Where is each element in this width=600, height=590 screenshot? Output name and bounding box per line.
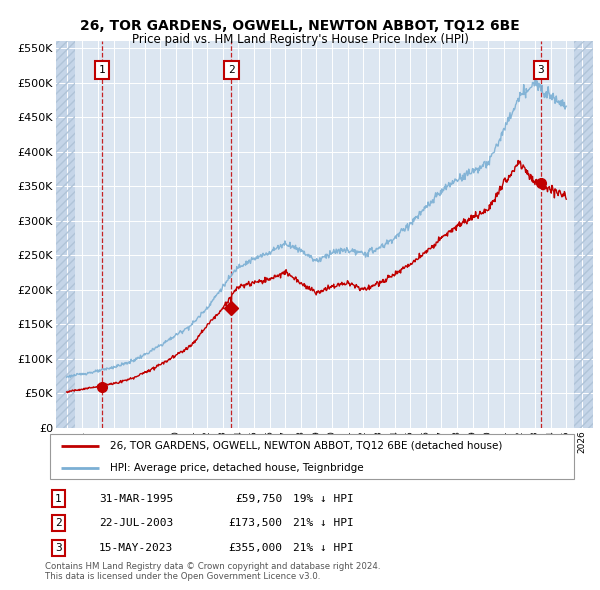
Text: 3: 3 (55, 543, 62, 553)
Text: 3: 3 (538, 65, 544, 76)
Text: £59,750: £59,750 (235, 494, 283, 503)
Text: HPI: Average price, detached house, Teignbridge: HPI: Average price, detached house, Teig… (110, 463, 364, 473)
Text: 21% ↓ HPI: 21% ↓ HPI (293, 543, 354, 553)
Text: 19% ↓ HPI: 19% ↓ HPI (293, 494, 354, 503)
FancyBboxPatch shape (50, 434, 574, 479)
Text: 26, TOR GARDENS, OGWELL, NEWTON ABBOT, TQ12 6BE: 26, TOR GARDENS, OGWELL, NEWTON ABBOT, T… (80, 19, 520, 33)
Bar (574, 41, 593, 428)
Bar (56, 41, 74, 428)
Text: This data is licensed under the Open Government Licence v3.0.: This data is licensed under the Open Gov… (45, 572, 320, 581)
Text: £173,500: £173,500 (229, 518, 283, 528)
Text: 21% ↓ HPI: 21% ↓ HPI (293, 518, 354, 528)
Text: Price paid vs. HM Land Registry's House Price Index (HPI): Price paid vs. HM Land Registry's House … (131, 33, 469, 46)
Text: 1: 1 (55, 494, 62, 503)
Text: £355,000: £355,000 (229, 543, 283, 553)
Text: 22-JUL-2003: 22-JUL-2003 (99, 518, 173, 528)
Text: 2: 2 (228, 65, 235, 76)
Text: 15-MAY-2023: 15-MAY-2023 (99, 543, 173, 553)
Text: 2: 2 (55, 518, 62, 528)
Text: 1: 1 (98, 65, 105, 76)
Text: 31-MAR-1995: 31-MAR-1995 (99, 494, 173, 503)
Bar (56, 41, 74, 428)
Bar (574, 41, 593, 428)
Text: 26, TOR GARDENS, OGWELL, NEWTON ABBOT, TQ12 6BE (detached house): 26, TOR GARDENS, OGWELL, NEWTON ABBOT, T… (110, 441, 502, 451)
Text: Contains HM Land Registry data © Crown copyright and database right 2024.: Contains HM Land Registry data © Crown c… (45, 562, 380, 571)
